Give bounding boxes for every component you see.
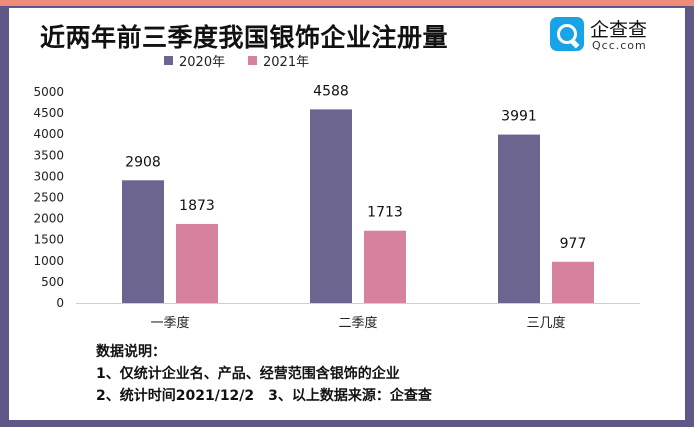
bar-2021 [176,223,218,303]
notes-heading: 数据说明： [96,344,166,360]
y-axis: 0 500 1000 1500 2000 2500 3000 3500 4000 4500 5000 [33,85,64,310]
y-tick-label: 5000 [33,85,64,99]
notes-line-1: 1、仅统计企业名、产品、经营范围含银饰的企业 [96,366,400,382]
bar-2020 [122,180,164,303]
bar-2020 [498,134,540,303]
legend-item-2021: 2021年 [248,51,309,70]
y-tick-label: 4000 [33,127,64,141]
legend-swatch-2020 [164,56,173,65]
logo-name: 企查查 [590,19,648,41]
y-tick-label: 1000 [33,254,64,268]
bar-2021 [552,261,594,303]
data-notes: 数据说明： 1、仅统计企业名、产品、经营范围含银饰的企业 2、统计时间2021/… [96,341,432,407]
legend-item-2020: 2020年 [164,51,225,70]
qcc-logo: 企查查 Qcc.com [548,14,688,54]
data-label: 1873 [179,198,215,214]
y-tick-label: 0 [56,296,64,310]
data-label: 977 [560,236,587,252]
top-accent-bar [0,0,694,6]
data-label: 1713 [367,205,403,221]
y-tick-label: 1500 [33,233,64,247]
logo-subtitle: Qcc.com [592,39,647,52]
x-axis: 一季度 二季度 三几度 [76,303,640,331]
y-tick-label: 2500 [33,191,64,205]
y-tick-label: 4500 [33,106,64,120]
x-tick-label: 一季度 [150,315,189,331]
logo-mark-icon [550,17,584,51]
data-label: 3991 [501,109,537,125]
legend-label-2020: 2020年 [179,55,226,70]
y-tick-label: 2000 [33,212,64,226]
y-tick-label: 3500 [33,148,64,162]
y-tick-label: 3000 [33,169,64,183]
x-tick-label: 二季度 [338,315,377,331]
data-label: 2908 [125,154,161,170]
magnifier-ring [557,24,577,44]
notes-line-2: 2、统计时间2021/12/2 3、以上数据来源：企查查 [96,388,432,404]
chart-title: 近两年前三季度我国银饰企业注册量 [40,23,449,52]
y-tick-label: 500 [41,275,64,289]
bars-group: 2908 1873 4588 1713 3991 977 [122,83,594,303]
bar-2021 [364,230,406,303]
legend-swatch-2021 [248,56,257,65]
bar-2020 [310,109,352,303]
legend-label-2021: 2021年 [263,55,310,70]
data-label: 4588 [313,83,349,99]
x-tick-label: 三几度 [526,315,565,331]
